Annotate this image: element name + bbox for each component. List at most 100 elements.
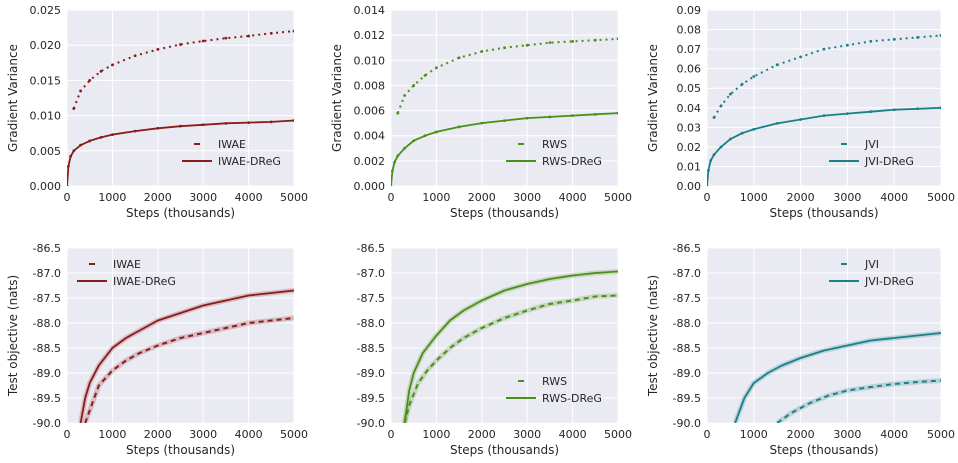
y-tick-label: -87.5 [673,292,701,305]
data-point-iwae-dreg [69,155,73,158]
x-axis-label: Steps (thousands) [450,443,559,457]
data-point-rws-dreg [548,115,552,119]
y-tick-label: 0.01 [677,160,702,173]
x-tick-label: 3000 [189,191,217,204]
y-tick-label: -89.5 [33,392,61,405]
data-point-rws-dreg [403,146,407,150]
series-line-rws-dreg [403,270,618,423]
data-point-jvi [846,43,849,47]
data-point-rws-dreg [412,139,416,143]
data-point-iwae-dreg [67,184,69,186]
data-point-iwae [79,89,83,93]
y-tick-label: -86.5 [33,242,61,255]
y-tick-label: 0.014 [354,4,386,17]
series-line-iwae-dreg [67,119,294,186]
data-point-iwae-dreg [269,120,273,124]
data-point-rws-dreg [435,130,438,134]
data-point-iwae-dreg [247,121,251,125]
legend: RWS RWS-DReG [506,375,602,405]
y-tick-label: -87.5 [357,292,385,305]
series-line-jvi-dreg [734,332,941,423]
y-axis-label: Gradient Variance [6,44,20,152]
series-group [732,330,941,423]
legend-label-iwae-dreg: IWAE-DReG [113,275,176,288]
x-tick-label: 5000 [927,191,955,204]
legend-label-rws-dreg: RWS-DReG [542,392,602,405]
data-point-rws-dreg [396,154,400,158]
data-point-jvi-dreg [719,145,723,149]
chart-panel-2: 0 1000 2000 3000 4000 5000 0.000 0.002 0.004 0.00… [330,4,632,220]
y-tick-label: 0.06 [677,63,702,76]
x-axis-label: Steps (thousands) [769,206,878,220]
x-tick-label: 0 [388,191,395,204]
data-point-rws-dreg [391,169,394,173]
x-tick-label: 1000 [740,191,768,204]
x-tick-label: 2000 [144,191,172,204]
data-point-iwae-dreg [111,133,114,137]
series-group [78,288,294,423]
legend: IWAE IWAE-DReG [77,258,176,288]
x-tick-label: 4000 [235,191,263,204]
y-tick-label: 0.020 [30,39,62,52]
x-tick-label: 0 [704,191,711,204]
data-point-jvi [775,63,779,67]
data-point-jvi [729,92,732,96]
series-line-iwae-dreg [79,289,294,423]
y-tick-label: -86.5 [357,242,385,255]
chart-panel-1: 0 1000 2000 3000 4000 5000 0.000 0.005 0.010 0.01… [6,4,308,220]
series-line-iwae [84,317,294,423]
y-tick-label: 0.005 [30,145,62,158]
data-point-rws-dreg [391,184,393,186]
y-tick-label: -90.0 [33,417,61,430]
data-point-iwae [99,69,103,73]
data-point-rws [403,94,407,97]
x-tick-label: 2000 [468,428,496,441]
x-tick-label: 5000 [927,428,955,441]
data-point-jvi-dreg [775,122,779,125]
y-tick-label: -87.5 [33,292,61,305]
y-tick-label: 0.00 [677,180,702,193]
x-tick-label: 4000 [880,191,908,204]
data-point-iwae-dreg [79,143,83,147]
y-tick-label: -87.0 [673,267,701,280]
legend-label-rws: RWS [542,375,567,388]
legend-label-jvi-dreg: JVI-DReG [864,275,914,288]
x-tick-label: 5000 [604,191,632,204]
data-point-iwae-dreg [201,123,205,127]
x-axis-label: Steps (thousands) [126,206,235,220]
data-point-rws [503,46,506,50]
series-group [402,269,618,423]
x-tick-label: 2000 [787,191,815,204]
x-tick-label: 3000 [189,428,217,441]
data-point-iwae [179,43,182,46]
data-point-jvi [752,75,756,78]
data-point-jvi-dreg [729,137,732,141]
legend: RWS RWS-DReG [506,138,602,168]
y-tick-label: 0.010 [30,110,62,123]
data-point-iwae [72,107,76,110]
data-point-rws [480,50,484,53]
x-tick-label: 1000 [740,428,768,441]
data-point-iwae-dreg [179,124,182,128]
y-tick-label: -87.0 [33,267,61,280]
data-point-iwae-dreg [88,139,92,143]
data-point-jvi [712,116,716,119]
y-tick-label: -89.0 [673,367,701,380]
legend-label-jvi: JVI [864,138,879,151]
x-tick-label: 3000 [833,428,861,441]
y-tick-label: -89.0 [33,367,61,380]
data-point-iwae [133,54,137,58]
y-tick-label: -88.0 [357,317,385,330]
x-tick-label: 0 [704,428,711,441]
legend-label-iwae-dreg: IWAE-DReG [218,155,281,168]
x-tick-label: 1000 [98,428,126,441]
data-point-jvi-dreg [892,108,896,112]
legend-label-rws: RWS [542,138,567,151]
data-point-iwae [247,34,251,38]
y-tick-label: -88.5 [673,342,701,355]
data-point-jvi-dreg [712,153,716,157]
data-point-jvi-dreg [709,159,713,162]
data-point-rws [412,84,416,87]
chart-panel-5: 0 1000 2000 3000 4000 5000 -86.5 -87.0 -87.5 -88.… [357,242,632,457]
